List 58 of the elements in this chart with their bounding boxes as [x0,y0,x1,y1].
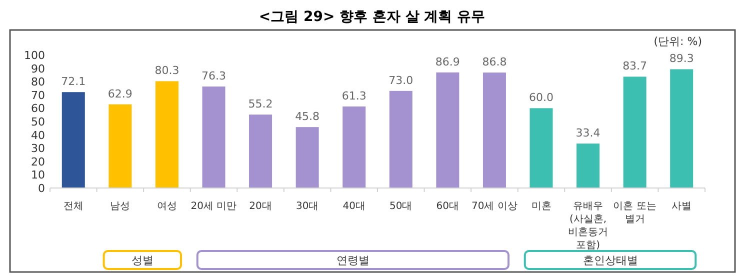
x-tick-label: 60대 [436,201,460,212]
x-tick-label: 미혼 [531,201,552,212]
x-tick-label: 20세 미만 [190,201,237,212]
chart-title: <그림 29> 향후 혼자 살 계획 유무 [258,9,486,25]
data-label: 76.3 [202,70,226,83]
x-tick-label: 여성 [156,201,177,212]
data-label: 72.1 [61,75,86,88]
bar [670,69,694,188]
x-tick-label: 유배우 (사실혼, 비혼동거 포함) [568,201,608,251]
y-tick-label: 10 [31,168,45,182]
data-label: 45.8 [295,110,320,124]
data-label: 73.0 [388,74,414,87]
data-label: 86.8 [482,56,507,69]
bar [482,72,506,188]
x-tick-label: 70세 이상 [472,201,518,212]
x-tick-label: 남성 [110,201,130,212]
y-tick-label: 60 [31,102,45,116]
y-tick-label: 0 [38,182,45,195]
y-tick-label: 90 [31,62,45,76]
data-label: 83.7 [622,60,648,73]
bar [202,86,226,188]
text: 연령별 [336,254,370,267]
data-label: 60.0 [529,91,554,104]
y-tick-label: 80 [31,76,45,89]
y-tick-label: 100 [24,49,45,62]
text: 혼인상태별 [582,254,638,267]
y-tick-label: 30 [31,142,45,156]
y-tick-label: 70 [31,88,45,102]
y-tick-label: 40 [31,128,45,142]
bar [249,114,272,188]
x-tick-label: 전체 [63,201,84,212]
bar [296,127,319,188]
bar [342,106,366,188]
data-label: 55.2 [248,98,273,111]
data-label: 86.9 [435,55,460,68]
x-tick-label: 20대 [249,201,272,212]
bar [623,76,646,188]
bar [155,81,178,188]
bar [62,92,85,188]
data-label: 33.4 [576,126,600,140]
data-label: 89.3 [669,52,694,66]
data-label: 80.3 [154,64,180,78]
data-label: 62.9 [108,87,132,100]
bar [108,104,132,188]
bar [389,90,412,188]
bar [436,72,460,188]
y-tick-label: 50 [31,116,45,128]
x-tick-label: 사별 [672,201,692,212]
data-label: 61.3 [342,89,366,102]
y-tick-label: 20 [31,155,45,168]
x-tick-label: 40대 [342,201,366,212]
x-tick-label: 이혼 또는 별거 [613,201,656,225]
bar [530,108,553,188]
x-tick-label: 50대 [390,201,412,212]
x-tick-label: 30대 [296,201,319,212]
bar [576,144,600,188]
text: 성별 [131,254,154,267]
text: (단위: %) [654,35,702,48]
